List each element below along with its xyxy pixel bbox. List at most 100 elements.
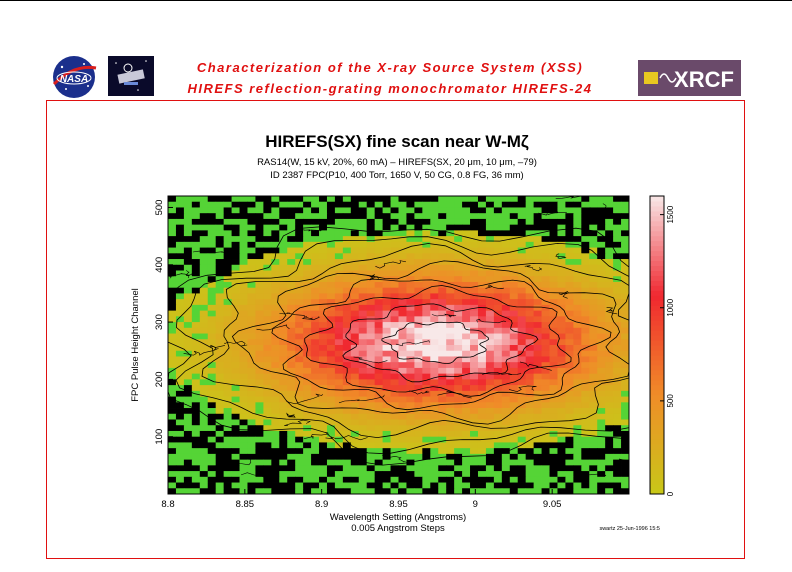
heatmap-cell: [517, 482, 527, 489]
heatmap-cell: [525, 476, 535, 483]
heatmap-cell: [613, 196, 622, 203]
heatmap-cell: [366, 430, 376, 438]
heatmap-cell: [366, 482, 376, 489]
colorbar-segment: [650, 414, 664, 420]
heatmap-cell: [279, 482, 288, 489]
heatmap-cell: [295, 350, 304, 357]
heatmap-cell: [501, 442, 511, 449]
colorbar-segment: [650, 439, 664, 445]
heatmap-cell: [613, 264, 622, 271]
heatmap-cell: [541, 196, 550, 203]
heatmap-cell: [549, 287, 558, 294]
heatmap-cell: [358, 453, 368, 461]
heatmap-cell: [462, 327, 471, 334]
heatmap-cell: [191, 207, 201, 214]
colorbar-segment: [650, 325, 664, 331]
heatmap-cell: [438, 281, 447, 289]
heatmap-cell: [374, 362, 384, 369]
heatmap-cell: [517, 408, 527, 415]
heatmap-cell: [597, 207, 606, 214]
heatmap-cell: [454, 299, 463, 306]
heatmap-cell: [565, 218, 574, 226]
heatmap-cell: [390, 482, 399, 489]
heatmap-cell: [175, 408, 185, 415]
heatmap-cell: [477, 453, 487, 461]
heatmap-cell: [358, 390, 368, 397]
heatmap-cell: [398, 419, 407, 426]
heatmap-cell: [493, 327, 503, 334]
heatmap-cell: [517, 488, 527, 495]
heatmap-cell: [430, 367, 439, 375]
heatmap-cell: [613, 396, 622, 403]
heatmap-cell: [454, 367, 463, 375]
heatmap-cell: [509, 419, 519, 426]
heatmap-cell: [271, 413, 280, 420]
heatmap-cell: [414, 224, 423, 231]
heatmap-cell: [215, 264, 225, 271]
colorbar-segment: [650, 374, 664, 381]
heatmap-cell: [358, 241, 368, 248]
heatmap-cell: [509, 247, 519, 254]
heatmap-cell: [231, 362, 240, 369]
heatmap-cell: [414, 385, 423, 392]
heatmap-cell: [613, 390, 622, 397]
heatmap-cell: [223, 236, 232, 243]
heatmap-cell: [382, 379, 391, 386]
heatmap-cell: [279, 476, 288, 483]
heatmap-cell: [390, 430, 399, 438]
heatmap-cell: [438, 476, 447, 483]
heatmap-cell: [311, 379, 320, 386]
heatmap-cell: [565, 476, 574, 483]
heatmap-cell: [382, 201, 391, 208]
heatmap-cell: [390, 276, 399, 283]
heatmap-cell: [358, 476, 368, 483]
heatmap-cell: [207, 322, 217, 329]
heatmap-cell: [454, 333, 463, 340]
heatmap-cell: [334, 299, 344, 306]
heatmap-cell: [605, 408, 614, 415]
heatmap-cell: [199, 488, 209, 495]
heatmap-cell: [334, 327, 344, 334]
heatmap-cell: [605, 207, 614, 214]
heatmap-cell: [597, 333, 606, 340]
heatmap-cell: [605, 213, 614, 220]
heatmap-cell: [183, 264, 193, 271]
heatmap-cell: [454, 476, 463, 483]
heatmap-cell: [326, 247, 336, 254]
heatmap-cell: [366, 322, 376, 329]
heatmap-cell: [517, 385, 527, 392]
heatmap-cell: [485, 241, 495, 248]
heatmap-cell: [533, 322, 542, 329]
heatmap-cell: [446, 379, 455, 386]
heatmap-cell: [477, 488, 487, 495]
heatmap-cell: [175, 264, 185, 271]
heatmap-cell: [199, 333, 209, 340]
heatmap-cell: [430, 471, 439, 478]
heatmap-cell: [303, 482, 312, 489]
heatmap-cell: [501, 236, 511, 243]
heatmap-cell: [374, 207, 384, 214]
heatmap-cell: [430, 287, 439, 294]
heatmap-cell: [565, 408, 574, 415]
heatmap-cell: [207, 230, 217, 237]
heatmap-cell: [470, 425, 479, 432]
heatmap-cell: [581, 465, 590, 472]
heatmap-cell: [311, 396, 320, 403]
heatmap-cell: [406, 465, 415, 472]
heatmap-cell: [589, 264, 598, 271]
colorbar-segment: [650, 245, 664, 252]
heatmap-cell: [207, 339, 217, 346]
heatmap-cell: [175, 236, 185, 243]
heatmap-cell: [446, 322, 455, 329]
heatmap-cell: [295, 327, 304, 334]
heatmap-cell: [485, 322, 495, 329]
heatmap-cell: [374, 471, 384, 478]
heatmap-cell: [517, 276, 527, 283]
heatmap-cell: [366, 362, 376, 369]
heatmap-cell: [311, 471, 320, 478]
heatmap-cell: [517, 270, 527, 277]
heatmap-cell: [493, 264, 503, 271]
heatmap-cell: [581, 448, 590, 455]
heatmap-cell: [223, 207, 232, 214]
heatmap-cell: [223, 453, 232, 461]
